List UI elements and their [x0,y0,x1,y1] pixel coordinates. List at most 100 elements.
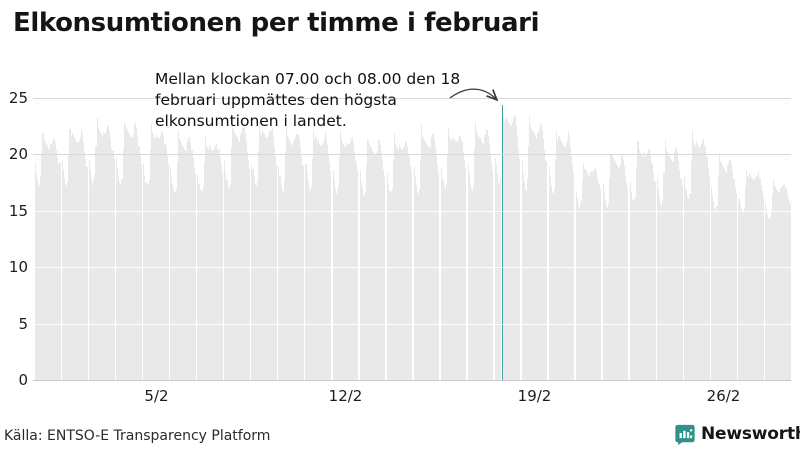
hour-bar [513,115,515,380]
hour-bar [372,150,374,380]
hour-bar [190,141,192,380]
hour-bar [369,143,371,380]
hour-bar [617,167,619,380]
hour-bar [722,167,724,380]
hour-bar [598,184,600,380]
hour-bar [107,126,109,380]
hour-bar [305,163,307,380]
hour-bar [123,122,125,380]
hour-bar [208,145,211,380]
hour-bar [695,141,697,380]
hour-bar [717,175,719,380]
hour-bar [768,217,770,380]
hour-bar [638,150,640,380]
hour-bar [380,152,382,380]
hour-bar [534,136,536,380]
hour-bar [525,189,527,380]
hour-bar [315,135,317,380]
day-group-19 [521,98,548,380]
hour-bar [310,185,312,380]
hour-bar [735,193,737,380]
hour-bar [479,138,481,380]
hour-bar [455,142,457,380]
hour-bar [292,146,294,380]
hour-bar [297,133,299,380]
hour-bar [497,181,500,380]
hour-bar [508,124,510,380]
hour-bar [693,143,695,380]
hour-bar [755,177,757,380]
day-group-21 [575,98,602,380]
hour-bar [136,128,138,380]
hour-bar [584,169,586,380]
hour-bar [512,116,514,380]
hour-bar [69,128,71,380]
hour-bar [160,134,162,380]
hour-bar [245,141,247,380]
hour-bar [178,138,180,380]
hour-bar [530,125,532,380]
hour-bar [280,183,282,380]
hour-bar [226,180,228,380]
hour-bar [252,168,254,380]
hour-bar [84,150,86,380]
hour-bar [171,177,173,380]
hour-bar [456,141,458,380]
hour-bar [394,134,396,380]
hour-bar [329,170,331,380]
hour-bar [575,190,577,380]
hour-bar [557,140,559,380]
hour-bar [137,137,139,380]
hour-bar [214,147,216,380]
newsworthy-wordmark: Newsworthy [701,424,800,444]
hour-bar [378,139,380,380]
hour-bar [516,125,518,380]
hour-bar [351,137,353,380]
hour-bar [205,145,207,380]
hour-bar [468,174,470,380]
hour-bar [773,185,775,380]
hour-bar [775,188,777,380]
hour-bar [715,209,717,380]
hour-bar [789,201,791,380]
hour-bar [648,149,650,380]
hour-bar [589,171,591,380]
hour-bar [546,161,548,380]
hour-bar [239,142,241,380]
hour-bar [548,166,550,380]
hour-bar [505,116,507,380]
hour-bar [526,191,528,380]
hour-bar [428,147,430,380]
hour-bar [57,157,59,380]
hour-bar [72,135,74,380]
hour-bar [36,172,38,380]
hour-bar [606,205,608,380]
hour-bar [224,161,226,380]
hour-bar [182,147,185,380]
hour-bar [570,145,572,380]
hour-bar [529,115,531,380]
hour-bar [424,139,426,380]
hour-bar [251,164,253,380]
hour-bar [469,182,471,380]
hour-bar [432,133,434,380]
hour-bar [83,141,85,380]
hour-bar [341,138,343,380]
hour-bar [53,139,55,380]
hour-bar [590,172,592,380]
hour-bar [132,137,134,380]
hour-bar [733,178,735,380]
hour-bar [231,119,233,380]
hour-bar [616,166,618,380]
hour-bar [105,132,107,380]
hour-bar [615,164,617,380]
hour-bar [375,153,377,380]
hour-bar [724,171,727,380]
hour-bar [582,180,584,380]
hour-bar [146,182,148,380]
hour-bar [248,168,250,380]
hour-bar [163,135,165,380]
hour-bar [374,153,376,380]
hour-bar [776,190,779,380]
hour-bar [684,176,686,380]
